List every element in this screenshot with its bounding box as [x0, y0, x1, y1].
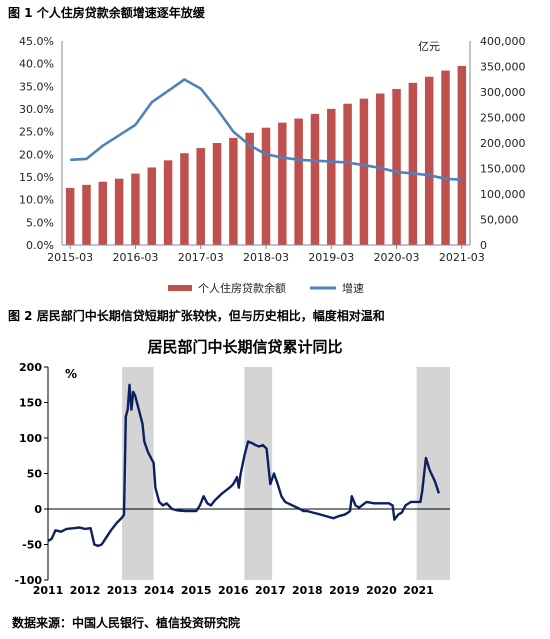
- y-tick-label: 200: [19, 361, 42, 374]
- x-tick-label: 2011: [33, 584, 64, 597]
- legend-bar-swatch: [168, 285, 192, 291]
- chart1-bar: [278, 122, 287, 245]
- chart1-unit-label: 亿元: [418, 40, 440, 53]
- x-tick-label: 2012: [70, 584, 101, 597]
- x-tick-label: 2021-03: [439, 251, 485, 264]
- chart1-bar: [359, 98, 369, 245]
- chart1-line-layer: [70, 78, 462, 181]
- y-tick-label: 0: [34, 503, 42, 516]
- chart1-bar: [441, 70, 450, 245]
- y-right-tick-label: 250,000: [480, 112, 526, 125]
- y-left-tick-label: 15.0%: [19, 171, 54, 184]
- chart1-bar: [196, 148, 205, 245]
- source-note: 数据来源：中国人民银行、植信投资研究院: [12, 616, 241, 630]
- y-tick-label: 150: [19, 397, 42, 410]
- y-right-tick-label: 400,000: [480, 35, 526, 48]
- chart1-bar: [245, 132, 254, 245]
- y-right-tick-label: 200,000: [480, 137, 526, 150]
- chart2-line-layer: [47, 383, 441, 548]
- chart1-bar: [424, 76, 434, 245]
- legend-bar-label: 个人住房贷款余额: [198, 281, 286, 295]
- chart1-bar: [310, 113, 320, 246]
- chart1-bar: [375, 93, 385, 245]
- chart1: 0.0% 5.0% 10.0% 15.0% 20.0% 25.0% 30.0% 35.0% 40…: [19, 35, 525, 295]
- chart1-bar: [180, 153, 189, 245]
- chart1-bar: [229, 137, 238, 245]
- x-tick-label: 2018: [292, 584, 323, 597]
- y-right-tick-label: 100,000: [480, 188, 526, 201]
- chart1-bar: [392, 88, 401, 245]
- x-tick-label: 2014: [144, 584, 175, 597]
- chart1-bar: [114, 178, 124, 245]
- y-left-tick-label: 20.0%: [19, 148, 54, 161]
- chart1-bars: [65, 65, 467, 246]
- y-left-tick-label: 40.0%: [19, 58, 54, 71]
- x-tick-label: 2015: [181, 584, 212, 597]
- chart1-growth-line: [70, 78, 462, 181]
- chart2-unit-label: %: [65, 367, 77, 381]
- recession-shade: [416, 367, 450, 580]
- x-tick-label: 2018-03: [243, 251, 289, 264]
- x-tick-label: 2019: [329, 584, 360, 597]
- x-tick-label: 2017-03: [178, 251, 224, 264]
- legend-line-label: 增速: [342, 281, 364, 295]
- x-tick-label: 2017: [255, 584, 286, 597]
- x-tick-label: 2013: [107, 584, 138, 597]
- recession-shade: [244, 367, 273, 580]
- chart2-shaded-periods: [122, 367, 450, 580]
- x-tick-label: 2015-03: [47, 251, 93, 264]
- chart1-axes: 0.0% 5.0% 10.0% 15.0% 20.0% 25.0% 30.0% 35.0% 40…: [19, 35, 525, 264]
- chart1-bar: [131, 173, 140, 245]
- x-tick-label: 2016-03: [112, 251, 158, 264]
- chart1-bar: [327, 108, 336, 245]
- y-right-tick-label: 0: [480, 239, 487, 252]
- chart1-bar: [343, 103, 352, 245]
- y-tick-label: 100: [19, 432, 42, 445]
- chart1-bar: [457, 65, 467, 245]
- chart1-bar: [163, 160, 173, 245]
- chart2-credit-line: [47, 383, 441, 548]
- chart1-bar: [261, 127, 271, 245]
- recession-shade: [122, 367, 154, 580]
- x-tick-label: 2020: [366, 584, 397, 597]
- y-left-tick-label: 0.0%: [26, 239, 54, 252]
- figure1-title: 图 1 个人住房贷款余额增速逐年放缓: [8, 6, 205, 20]
- y-left-tick-label: 35.0%: [19, 80, 54, 93]
- x-tick-label: 2016: [218, 584, 249, 597]
- y-left-tick-label: 10.0%: [19, 194, 54, 207]
- y-left-tick-label: 45.0%: [19, 35, 54, 48]
- y-left-tick-label: 25.0%: [19, 126, 54, 139]
- x-tick-label: 2019-03: [308, 251, 354, 264]
- chart1-bar: [294, 118, 303, 245]
- y-right-tick-label: 350,000: [480, 61, 526, 74]
- chart1-bar: [65, 187, 75, 245]
- y-tick-label: -50: [22, 539, 42, 552]
- y-right-tick-label: 300,000: [480, 86, 526, 99]
- y-left-tick-label: 30.0%: [19, 103, 54, 116]
- y-left-tick-label: 5.0%: [26, 216, 54, 229]
- figure2-title: 图 2 居民部门中长期信贷短期扩张较快，但与历史相比，幅度相对温和: [8, 309, 385, 323]
- chart1-bar: [147, 167, 157, 245]
- y-tick-label: 50: [27, 468, 43, 481]
- chart1-bar: [98, 181, 108, 245]
- chart1-bar: [212, 143, 222, 245]
- y-tick-label: -100: [14, 574, 42, 587]
- x-tick-label: 2020-03: [374, 251, 420, 264]
- chart1-bar: [82, 184, 91, 245]
- chart1-legend: 个人住房贷款余额 增速: [168, 281, 364, 295]
- chart2-title: 居民部门中长期信贷累计同比: [147, 338, 342, 356]
- y-right-tick-label: 50,000: [480, 214, 519, 227]
- chart1-bar: [408, 82, 418, 245]
- y-right-tick-label: 150,000: [480, 163, 526, 176]
- x-tick-label: 2021: [403, 584, 434, 597]
